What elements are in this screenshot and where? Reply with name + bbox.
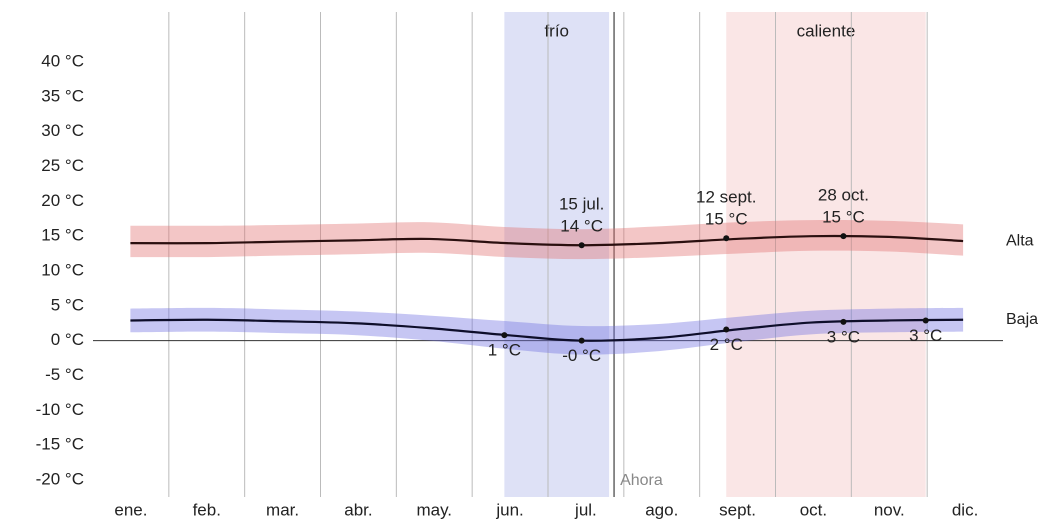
- season-band: [726, 12, 926, 497]
- x-tick-label: jul.: [574, 500, 597, 519]
- y-tick-label: 30 °C: [41, 121, 84, 140]
- season-label: caliente: [797, 21, 856, 40]
- x-tick-label: dic.: [952, 500, 978, 519]
- series-line: [130, 234, 964, 247]
- annotation-point: [501, 332, 508, 339]
- x-tick-label: ene.: [114, 500, 147, 519]
- annotation-label: 15 jul.: [559, 195, 604, 214]
- y-tick-label: -5 °C: [45, 365, 84, 384]
- annotation-label: -0 °C: [562, 346, 601, 365]
- annotation-point: [578, 242, 585, 249]
- x-tick-label: nov.: [874, 500, 905, 519]
- annotation-label: 3 °C: [909, 326, 942, 345]
- annotation-point: [922, 317, 929, 324]
- y-tick-label: -10 °C: [36, 400, 84, 419]
- annotation-label: 12 sept.: [696, 188, 757, 207]
- x-tick-label: jun.: [495, 500, 523, 519]
- annotation-label: 15 °C: [705, 210, 748, 229]
- annotation-point: [578, 337, 585, 344]
- annotation-label: 14 °C: [560, 217, 603, 236]
- y-tick-label: 20 °C: [41, 191, 84, 210]
- annotation-label: 1 °C: [488, 341, 521, 360]
- range-band: [130, 307, 964, 355]
- x-tick-label: abr.: [344, 500, 372, 519]
- x-tick-label: feb.: [193, 500, 221, 519]
- y-tick-label: -15 °C: [36, 435, 84, 454]
- range-band: [130, 220, 964, 260]
- annotation-label: 28 oct.: [818, 186, 869, 205]
- season-label: frío: [544, 21, 569, 40]
- series-line: [130, 318, 964, 342]
- legend-label: Alta: [1006, 232, 1034, 249]
- y-tick-label: 25 °C: [41, 156, 84, 175]
- season-band: [504, 12, 610, 497]
- annotation-point: [840, 233, 847, 240]
- annotation-point: [723, 235, 730, 242]
- y-tick-label: 40 °C: [41, 51, 84, 70]
- y-tick-label: 35 °C: [41, 86, 84, 105]
- y-tick-label: -20 °C: [36, 469, 84, 488]
- now-label: Ahora: [620, 472, 663, 489]
- y-tick-label: 15 °C: [41, 226, 84, 245]
- annotation-label: 3 °C: [827, 327, 860, 346]
- x-tick-label: oct.: [800, 500, 827, 519]
- annotation-label: 2 °C: [710, 335, 743, 354]
- x-tick-label: sept.: [719, 500, 756, 519]
- annotation-point: [723, 326, 730, 333]
- x-tick-label: mar.: [266, 500, 299, 519]
- annotation-label: 15 °C: [822, 208, 865, 227]
- annotation-point: [840, 318, 847, 325]
- x-tick-label: may.: [416, 500, 452, 519]
- y-tick-label: 10 °C: [41, 260, 84, 279]
- x-tick-label: ago.: [645, 500, 678, 519]
- y-tick-label: 0 °C: [51, 330, 84, 349]
- legend-label: Baja: [1006, 311, 1038, 328]
- y-tick-label: 5 °C: [51, 295, 84, 314]
